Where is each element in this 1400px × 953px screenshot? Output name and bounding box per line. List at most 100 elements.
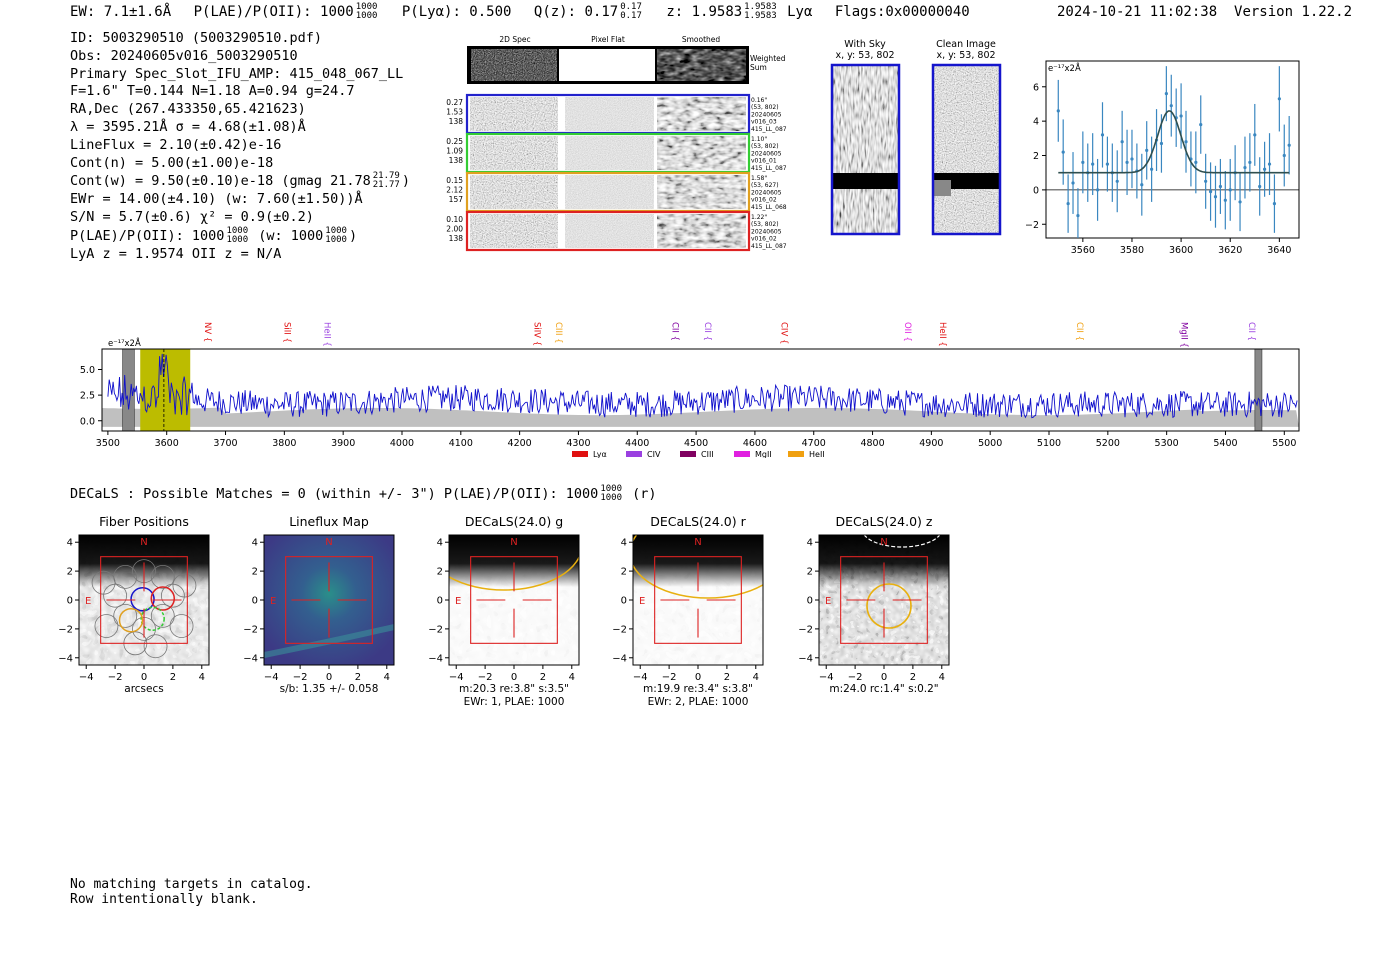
plae-w-hi: 1000 (325, 225, 347, 236)
imaging-panels: Fiber Positions N E −4 4 −2 2 0 0 2 −2 4 −4 arcsecs Li… (58, 514, 950, 708)
compass-north: N (140, 537, 147, 548)
spectral-line-label: HeII { (321, 322, 331, 347)
info-lambda: λ = 3595.21Å σ = 4.68(±1.08)Å (70, 118, 306, 135)
panel-xtick-label: −4 (633, 672, 648, 683)
panel-xtick-label: 2 (724, 672, 730, 683)
panel-ytick-label: 2 (807, 567, 813, 578)
cutout-right-label: 20240605 (751, 150, 782, 157)
fit-point (1282, 153, 1286, 158)
panel-xtick-label: −4 (819, 672, 834, 683)
spectral-line-label: SiIV { (531, 322, 541, 346)
panel-title: DECaLS(24.0) g (465, 514, 563, 529)
legend-label: HeII (809, 450, 825, 458)
panel-caption-1: arcsecs (124, 683, 163, 695)
fit-point (1159, 141, 1164, 146)
cutout-left-label: 0.25 (446, 137, 463, 146)
panel-xtick-label: −4 (449, 672, 464, 683)
fit-axes (1045, 60, 1300, 239)
panel-caption-1: m:20.3 re:3.8" s:3.5" (459, 683, 569, 695)
panel-ytick-label: 4 (67, 538, 73, 549)
info-contw: Cont(w) = 9.50(±0.10)e-18 (gmag 21.78 21.… (70, 171, 410, 191)
spectrum-xtick-label: 4800 (860, 438, 884, 449)
clean-image-title: Clean Image (936, 39, 996, 50)
spectrum-xtick-label: 3600 (155, 438, 179, 449)
panel-ytick-label: −4 (798, 653, 813, 664)
fit-point (1081, 160, 1085, 164)
target-box (470, 556, 558, 644)
compass-north: N (880, 537, 887, 548)
spectrum-xtick-label: 3800 (272, 438, 296, 449)
fiber-circle (150, 603, 175, 628)
panel-xtick-label: −2 (848, 672, 863, 683)
fit-point (1272, 202, 1277, 206)
spectral-line-label: OII { (902, 322, 912, 342)
header-summary: EW: 7.1±1.6Å P(LAE)/P(OII): 1000 1000 1000… (70, 3, 970, 21)
spectrum-xtick-label: 4400 (625, 438, 649, 449)
target-box (285, 556, 373, 644)
fit-ylabel: e⁻¹⁷x2Å (1048, 62, 1081, 74)
fiber-circle (91, 570, 116, 595)
masked-region (1254, 348, 1263, 432)
panel-xtick-label: 4 (569, 672, 575, 683)
panel-xtick-label: 0 (695, 672, 701, 683)
info-radec: RA,Dec (267.433350,65.421623) (70, 101, 306, 118)
info-obs: Obs: 20240605v016_5003290510 (70, 47, 298, 64)
panel-xtick-label: 2 (170, 672, 176, 683)
cutout-right-label: v016_03 (751, 119, 777, 126)
cutout-right-label: (53, 627) (751, 182, 779, 189)
aperture-ellipse (633, 535, 763, 599)
info-lineflux: LineFlux = 2.10(±0.42)e-16 (70, 136, 282, 153)
fit-xtick-label: 3560 (1071, 245, 1095, 256)
full-spectrum-plot: 3500 3600 3700 3800 3900 4000 4100 4200 4300 4400… (80, 322, 1300, 458)
aperture-ellipse (449, 555, 579, 591)
cutout-left-label: 2.12 (446, 186, 463, 195)
info-id: ID: 5003290510 (5003290510.pdf) (70, 30, 322, 46)
panel-ytick-label: −2 (798, 624, 813, 635)
spectrum-xtick-label: 4200 (508, 438, 532, 449)
decals-summary-tail: (r) (632, 486, 657, 502)
detection-info: ID: 5003290510 (5003290510.pdf) Obs: 202… (70, 30, 410, 263)
with-sky-coords: x, y: 53, 802 (835, 50, 894, 61)
fit-point (1145, 148, 1149, 152)
panel-xtick-label: 0 (141, 672, 147, 683)
imaging-panel-0: Fiber Positions N E −4 4 −2 2 0 0 2 −2 4 −4 arcsecs (58, 514, 210, 695)
fiber-green (140, 606, 165, 632)
flags-value: Flags:0x00000040 (834, 4, 970, 20)
qz-hi: 0.17 (620, 2, 642, 12)
line-fit-plot: 3560 3580 3600 3620 3640 −2 0 2 4 6 e⁻¹⁷x2Å (1025, 60, 1300, 256)
fiber-circle (113, 603, 138, 628)
catalog-message-line2: Row intentionally blank. (70, 892, 258, 907)
weighted-sum-strip: Weighted Sum (467, 46, 786, 84)
target-box (100, 556, 188, 644)
with-sky-title: With Sky (844, 39, 886, 50)
panel-xtick-label: 2 (355, 672, 361, 683)
compass-north: N (325, 537, 332, 548)
fit-point (1277, 97, 1281, 101)
with-sky-panel: With Sky x, y: 53, 802 (830, 39, 901, 236)
fit-point (1071, 181, 1075, 185)
panel-xtick-label: −4 (264, 672, 279, 683)
cutout-right-label: (53, 802) (751, 221, 779, 228)
cutout-right-label: 415_LL_068 (751, 204, 787, 211)
cutout-right-label: 0.16" (751, 97, 767, 104)
panel-ytick-label: −2 (428, 624, 443, 635)
spectrum-xtick-label: 5500 (1272, 438, 1296, 449)
fit-ytick-label: 0 (1033, 185, 1039, 196)
spectrum-xtick-label: 3500 (96, 438, 120, 449)
fit-point (1164, 92, 1168, 96)
qz-value: Q(z): 0.17 (533, 4, 619, 20)
panel-xtick-label: −2 (478, 672, 493, 683)
fit-point (1248, 160, 1252, 164)
panel-ytick-label: −2 (58, 624, 73, 635)
spectral-line-label: CII { (1246, 322, 1256, 341)
spectral-line-label: SiII { (281, 322, 291, 343)
spectrum-xtick-label: 4900 (919, 438, 943, 449)
compass-east: E (455, 596, 461, 607)
panel-xtick-label: 4 (939, 672, 945, 683)
weighted-sum-label-1: Weighted (750, 54, 786, 63)
spectrum-xtick-label: 4100 (449, 438, 473, 449)
legend-swatch (572, 451, 588, 457)
panel-xtick-label: 4 (199, 672, 205, 683)
panel-ytick-label: −4 (58, 653, 73, 664)
